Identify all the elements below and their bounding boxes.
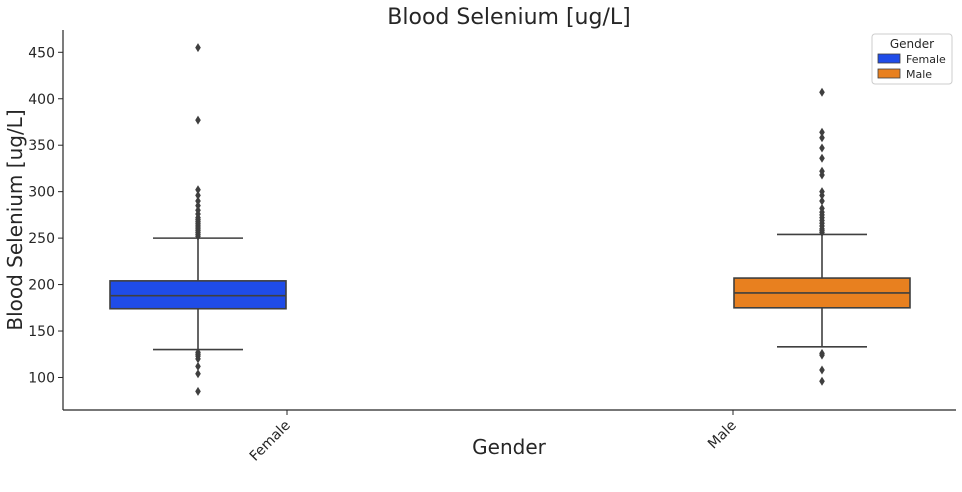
outlier-point-male bbox=[819, 127, 825, 137]
outlier-point-female bbox=[195, 361, 201, 371]
chart-title: Blood Selenium [ug/L] bbox=[387, 5, 630, 30]
legend-swatch-male bbox=[877, 68, 901, 79]
y-tick-label: 450 bbox=[28, 45, 55, 61]
outlier-point-male bbox=[819, 133, 825, 143]
legend: Gender Female Male bbox=[871, 33, 953, 85]
outlier-point-male bbox=[819, 365, 825, 375]
outlier-point-male bbox=[819, 143, 825, 153]
y-tick-label: 100 bbox=[28, 370, 55, 386]
outlier-point-female bbox=[195, 196, 201, 206]
outlier-point-female bbox=[195, 369, 201, 379]
y-tick-label: 150 bbox=[28, 324, 55, 340]
outlier-point-female bbox=[195, 115, 201, 125]
outlier-point-female bbox=[195, 205, 201, 215]
legend-title: Gender bbox=[890, 37, 934, 51]
box-female bbox=[109, 280, 287, 310]
outlier-point-male bbox=[819, 348, 825, 358]
legend-label-male: Male bbox=[906, 68, 932, 81]
outlier-point-male bbox=[819, 153, 825, 163]
outlier-point-female bbox=[195, 386, 201, 396]
plot-area bbox=[109, 43, 911, 396]
outlier-point-female bbox=[195, 43, 201, 53]
x-tick-label-male: Male bbox=[705, 418, 740, 453]
y-tick-label: 200 bbox=[28, 278, 55, 294]
outlier-point-female bbox=[195, 190, 201, 200]
x-tick-label-female: Female bbox=[247, 418, 294, 465]
outlier-point-male bbox=[819, 166, 825, 176]
outlier-point-male bbox=[819, 196, 825, 206]
y-tick-label: 350 bbox=[28, 138, 55, 154]
y-tick-label: 300 bbox=[28, 185, 55, 201]
outlier-point-male bbox=[819, 87, 825, 97]
y-axis-label: Blood Selenium [ug/L] bbox=[3, 109, 27, 330]
outlier-point-female bbox=[195, 185, 201, 195]
box-group-male bbox=[733, 87, 911, 386]
outlier-point-male bbox=[819, 203, 825, 213]
outlier-point-female bbox=[195, 201, 201, 211]
box-group-female bbox=[109, 43, 287, 396]
legend-swatch-female bbox=[877, 53, 901, 64]
outlier-point-female bbox=[195, 347, 201, 357]
outlier-point-male bbox=[819, 187, 825, 197]
y-axis-ticks: 100 150 200 250 300 350 400 450 bbox=[28, 45, 63, 386]
y-tick-label: 250 bbox=[28, 231, 55, 247]
y-tick-label: 400 bbox=[28, 92, 55, 108]
outlier-point-male bbox=[819, 376, 825, 386]
legend-label-female: Female bbox=[906, 53, 946, 66]
x-axis-label: Gender bbox=[472, 435, 546, 459]
